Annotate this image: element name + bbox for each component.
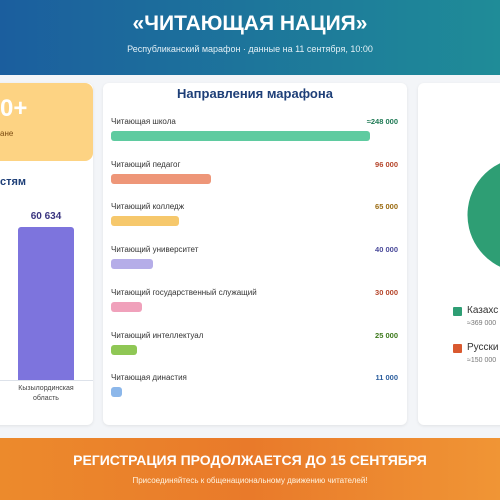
row-label: Читающая школа: [111, 117, 176, 126]
stat-value: 0+: [0, 95, 28, 122]
value-label: 60 634: [30, 211, 62, 222]
header: «ЧИТАЮЩАЯ НАЦИЯ» Республиканский марафон…: [0, 0, 500, 75]
bar: [111, 387, 123, 398]
row-label: Читающий интеллектуал: [111, 330, 204, 340]
legend-value: ≈150 000: [467, 357, 497, 364]
bar-chart: 60 634 Кызылординская область: [0, 200, 93, 410]
row-label: Читающий университет: [111, 245, 199, 255]
bar: [111, 301, 143, 312]
legend: Казахс ≈369 000 Русски ≈150 000: [418, 83, 500, 425]
value-label: 25 000: [375, 330, 398, 340]
hbar-chart: Читающая школа ≈248 000 Читающий педагог 96…: [103, 83, 407, 425]
legend-label: Казахс: [467, 305, 499, 316]
middle-panel: Направления марафона Читающая школа ≈248 …: [103, 83, 407, 425]
chart-title: стям: [0, 176, 27, 188]
bar: [111, 344, 138, 355]
legend-swatch: [453, 344, 462, 353]
title: «ЧИТАЮЩАЯ НАЦИЯ»: [132, 12, 368, 35]
axis-line: [0, 380, 93, 381]
bar: [111, 173, 212, 184]
footer-title: РЕГИСТРАЦИЯ ПРОДОЛЖАЕТСЯ ДО 15 СЕНТЯБРЯ: [73, 452, 427, 468]
x-tick-label: Кызылординская область: [18, 385, 74, 402]
value-label: 11 000: [375, 373, 398, 383]
legend-value: ≈369 000: [467, 320, 497, 327]
value-label: 96 000: [375, 159, 398, 169]
value-label: 65 000: [375, 202, 398, 212]
bar: [18, 227, 74, 380]
stat-card: 0+ ане: [0, 83, 93, 161]
bar: [111, 259, 153, 270]
row-label: Читающий колледж: [111, 202, 185, 212]
row-label: Читающая династия: [111, 373, 187, 383]
value-label: 40 000: [375, 245, 398, 255]
value-label: ≈248 000: [366, 117, 398, 126]
row-label: Читающий педагог: [111, 159, 181, 169]
subtitle: Республиканский марафон · данные на 11 с…: [127, 44, 373, 54]
legend-label: Русски: [467, 342, 499, 353]
row-label: Читающий государственный служащий: [111, 287, 257, 297]
stat-caption: ане: [0, 129, 14, 138]
bar: [111, 216, 179, 227]
footer-subtitle: Присоединяйтесь к общенациональному движ…: [132, 476, 368, 485]
value-label: 30 000: [375, 287, 398, 297]
footer: РЕГИСТРАЦИЯ ПРОДОЛЖАЕТСЯ ДО 15 СЕНТЯБРЯ …: [0, 438, 500, 500]
legend-swatch: [453, 307, 462, 316]
bar: [111, 131, 370, 141]
chart-title: Направления марафона: [177, 86, 333, 101]
